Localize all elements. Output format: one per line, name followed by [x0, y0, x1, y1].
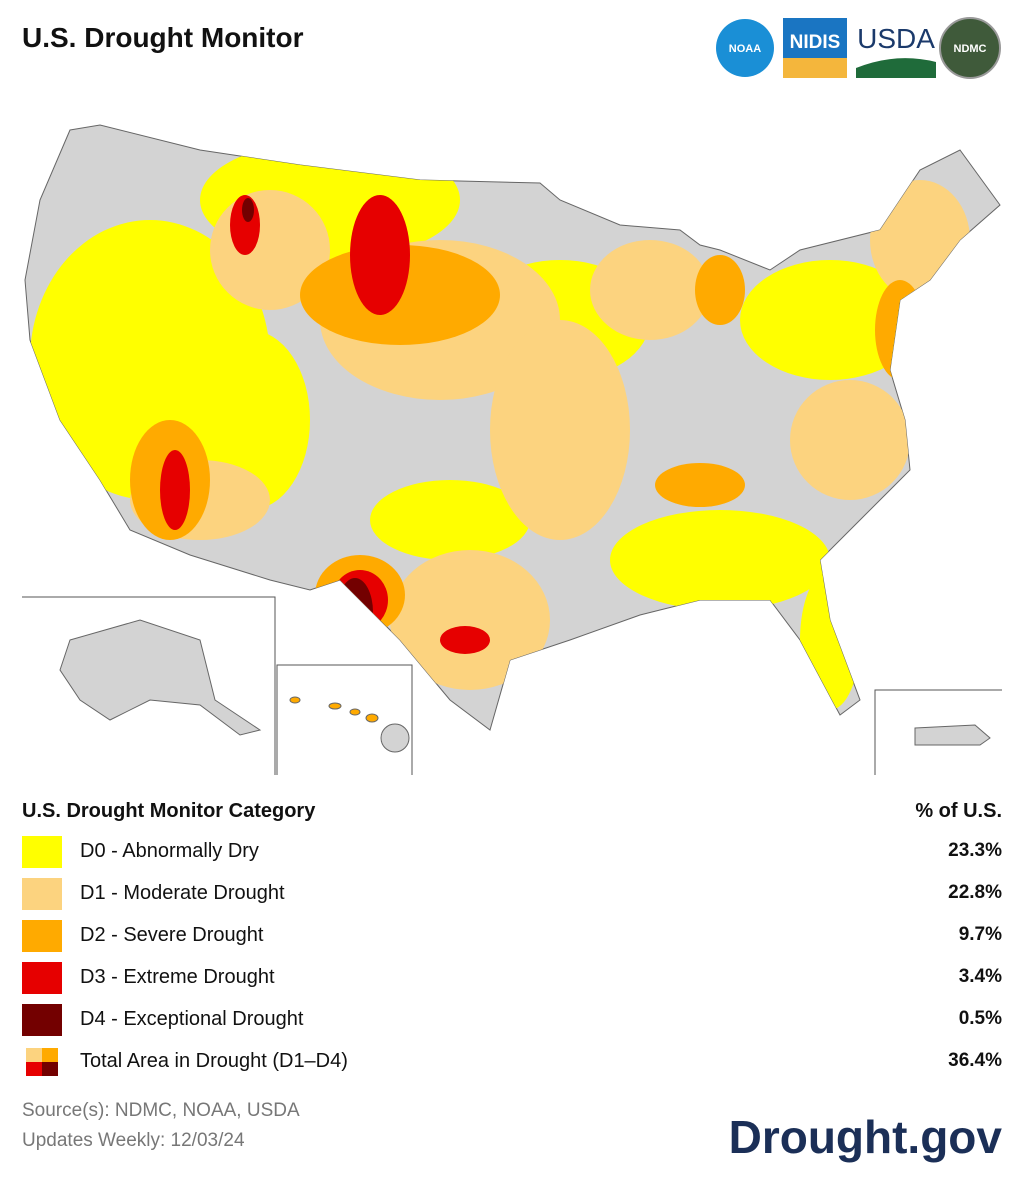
label: D3 - Extreme Drought: [80, 966, 275, 988]
label: D2 - Severe Drought: [80, 924, 264, 946]
usda-text: USDA: [857, 23, 935, 54]
value: 22.8%: [948, 882, 1002, 903]
legend-row: D2 - Severe Drought 9.7%: [22, 920, 1002, 952]
legend-row: D3 - Extreme Drought 3.4%: [22, 962, 1002, 994]
site-name: Drought.gov: [728, 1111, 1002, 1163]
value: 23.3%: [948, 840, 1002, 861]
legend-value-header: % of U.S.: [915, 800, 1002, 822]
label: D1 - Moderate Drought: [80, 882, 285, 904]
label: D0 - Abnormally Dry: [80, 840, 259, 862]
swatch: [22, 836, 62, 868]
swatch: [26, 1048, 58, 1076]
update-date: Updates Weekly: 12/03/24: [22, 1130, 245, 1151]
title: U.S. Drought Monitor: [22, 22, 304, 53]
ndmc-text: NDMC: [954, 43, 987, 55]
hawaii: [289, 696, 410, 753]
swatch: [22, 1004, 62, 1036]
swatch: [22, 920, 62, 952]
value: 9.7%: [958, 924, 1002, 945]
nidis-band: [783, 58, 847, 78]
legend-row: D1 - Moderate Drought 22.8%: [22, 878, 1002, 910]
noaa-text: NOAA: [729, 43, 761, 55]
label: Total Area in Drought (D1–D4): [80, 1050, 348, 1072]
usda-band: [856, 58, 936, 78]
noaa-logo: [716, 19, 774, 77]
drought-map: NOAA NIDIS USDA NDMC: [22, 17, 1002, 775]
value: 0.5%: [958, 1008, 1002, 1029]
alaska: [59, 619, 262, 736]
inset-frames: [22, 596, 1002, 775]
legend-row: D4 - Exceptional Drought 0.5%: [22, 1004, 1002, 1036]
puerto-rico: [914, 724, 991, 746]
label: D4 - Exceptional Drought: [80, 1008, 304, 1030]
legend-title: U.S. Drought Monitor Category: [22, 800, 316, 822]
ndmc-logo: [939, 17, 1001, 79]
nidis-text: NIDIS: [790, 32, 841, 53]
legend-row: Total Area in Drought (D1–D4) 36.4%: [22, 1046, 1002, 1078]
swatch: [22, 878, 62, 910]
value: 36.4%: [948, 1050, 1002, 1071]
legend-row: D0 - Abnormally Dry 23.3%: [22, 836, 1002, 868]
swatch: [22, 962, 62, 994]
source: Source(s): NDMC, NOAA, USDA: [22, 1100, 300, 1121]
logos: NOAA NIDIS USDA NDMC: [716, 17, 1001, 79]
value: 3.4%: [958, 966, 1002, 987]
